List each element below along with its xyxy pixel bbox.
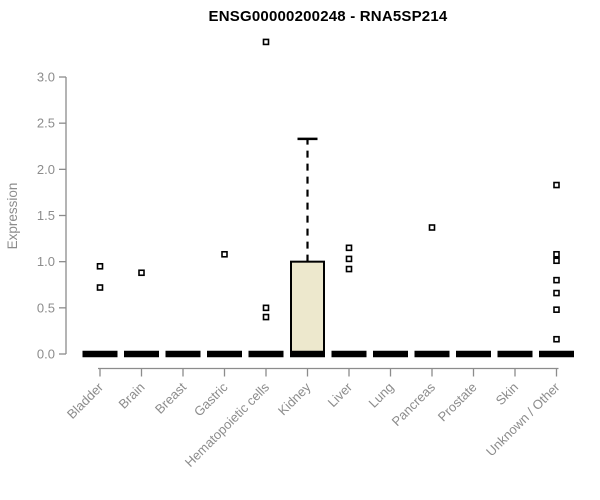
outlier-point — [262, 313, 270, 321]
outlier-point — [553, 181, 560, 189]
median-bar — [248, 350, 284, 358]
y-tick-label: 1.5 — [37, 208, 55, 223]
outlier-point — [553, 335, 560, 343]
y-tick-label: 3.0 — [37, 70, 55, 85]
outlier-point — [428, 224, 436, 231]
median-bar — [165, 350, 201, 358]
x-tick-label: Liver — [325, 379, 356, 410]
outlier-point — [345, 265, 353, 273]
median-bar — [331, 350, 367, 358]
median-bar — [539, 350, 574, 358]
outlier-point — [553, 250, 560, 258]
outlier-point — [96, 262, 104, 270]
outlier-point — [553, 257, 560, 265]
median-bar — [373, 350, 408, 358]
x-tick-label: Unknown / Other — [483, 379, 563, 459]
outlier-point — [138, 269, 145, 277]
median-bar — [414, 350, 450, 358]
x-tick-label: Gastric — [191, 379, 231, 419]
outlier-point — [345, 255, 353, 263]
outlier-point — [345, 244, 353, 252]
x-tick-label: Skin — [493, 380, 521, 408]
median-bar — [290, 350, 325, 358]
y-axis-label: Expression — [5, 183, 20, 250]
median-bar — [497, 350, 533, 358]
outlier-point — [553, 306, 560, 313]
y-tick-label: 0.0 — [37, 347, 55, 362]
median-bar — [207, 350, 242, 358]
x-tick-label: Pancreas — [389, 379, 439, 429]
outlier-point — [262, 38, 270, 46]
outlier-point — [553, 289, 560, 297]
outlier-point — [96, 284, 104, 291]
x-tick-label: Kidney — [275, 379, 314, 418]
y-tick-label: 1.0 — [37, 254, 55, 269]
outlier-point — [262, 304, 270, 312]
median-bar — [82, 350, 118, 358]
x-tick-label: Bladder — [64, 379, 107, 422]
y-tick-label: 2.0 — [37, 162, 55, 177]
x-tick-label: Lung — [366, 380, 397, 411]
median-bar — [456, 350, 491, 358]
median-bar — [124, 350, 159, 358]
y-tick-label: 0.5 — [37, 300, 55, 315]
chart-title: ENSG00000200248 - RNA5SP214 — [208, 8, 448, 25]
box-kidney — [290, 260, 325, 356]
x-tick-label: Prostate — [435, 380, 480, 425]
outlier-point — [553, 276, 560, 284]
y-tick-label: 2.5 — [37, 116, 55, 131]
x-tick-label: Brain — [116, 380, 148, 412]
outlier-point — [221, 250, 228, 258]
x-tick-label: Breast — [152, 379, 189, 416]
